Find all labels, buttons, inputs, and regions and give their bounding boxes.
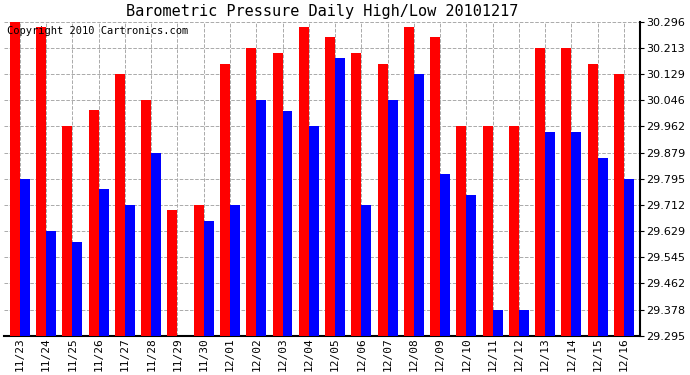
Bar (377, 64, 388, 336)
Bar (624, 179, 634, 336)
Bar (351, 53, 362, 336)
Bar (99, 189, 109, 336)
Bar (545, 132, 555, 336)
Bar (256, 100, 266, 336)
Bar (509, 126, 519, 336)
Bar (36, 27, 46, 336)
Bar (230, 205, 240, 336)
Bar (246, 48, 256, 336)
Bar (482, 126, 493, 336)
Bar (72, 242, 82, 336)
Bar (466, 195, 476, 336)
Bar (20, 179, 30, 336)
Bar (325, 38, 335, 336)
Bar (220, 64, 230, 336)
Bar (282, 111, 293, 336)
Bar (362, 205, 371, 336)
Bar (456, 126, 466, 336)
Text: Copyright 2010 Cartronics.com: Copyright 2010 Cartronics.com (8, 26, 188, 36)
Bar (204, 220, 214, 336)
Bar (493, 310, 502, 336)
Bar (404, 27, 414, 336)
Bar (194, 205, 204, 336)
Bar (388, 100, 397, 336)
Bar (535, 48, 545, 336)
Bar (125, 205, 135, 336)
Bar (571, 132, 582, 336)
Bar (614, 74, 624, 336)
Bar (89, 111, 99, 336)
Bar (46, 231, 56, 336)
Bar (562, 48, 571, 336)
Bar (63, 126, 72, 336)
Bar (430, 38, 440, 336)
Bar (299, 27, 308, 336)
Bar (168, 210, 177, 336)
Bar (598, 158, 608, 336)
Bar (588, 64, 598, 336)
Bar (10, 22, 20, 336)
Bar (335, 58, 345, 336)
Bar (115, 74, 125, 336)
Title: Barometric Pressure Daily High/Low 20101217: Barometric Pressure Daily High/Low 20101… (126, 4, 518, 19)
Bar (151, 153, 161, 336)
Bar (414, 74, 424, 336)
Bar (519, 310, 529, 336)
Bar (308, 126, 319, 336)
Bar (141, 100, 151, 336)
Bar (273, 53, 282, 336)
Bar (440, 174, 450, 336)
